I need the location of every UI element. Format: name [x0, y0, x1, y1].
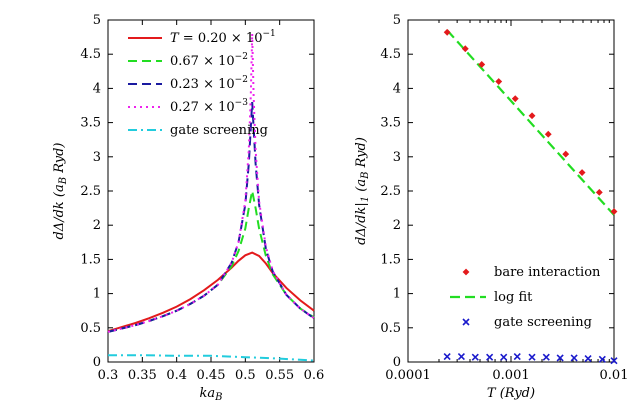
left-x-tick-label: 0.35 [128, 368, 157, 383]
right-point-gate-screening [500, 353, 508, 361]
right-point-gate-screening [457, 352, 465, 361]
right-x-tick-label: 0.0001 [385, 368, 431, 383]
right-point-bare-interaction [610, 208, 618, 215]
right-series-log-fit [446, 29, 615, 216]
right-point-bare-interaction [511, 95, 519, 103]
right-y-tick-label: 4.5 [380, 47, 401, 62]
right-point-gate-screening [584, 355, 592, 363]
left-series-t-0-20-10-1 [107, 251, 315, 333]
left-y-tick-label: 0.5 [80, 321, 101, 336]
left-y-tick-label: 3 [93, 150, 101, 165]
left-series-0-27-10-3 [107, 33, 315, 333]
left-y-tick-label: 4 [93, 81, 101, 96]
right-chart: 0.0001 0.001 0.01 0 0.5 1 1.5 2 2.5 3 3.5 4 4.5 5 bar… [354, 13, 628, 401]
right-point-gate-screening [570, 354, 578, 362]
left-x-tick-label: 0.45 [197, 368, 226, 383]
right-y-tick-label: 1.5 [380, 252, 401, 267]
left-series-0-67-10-2 [107, 190, 315, 333]
right-y-tick-label: 1 [393, 287, 401, 302]
left-y-tick-label: 0 [93, 355, 101, 370]
right-legend-label-bare-interaction: bare interaction [494, 265, 601, 280]
right-point-gate-screening [542, 353, 550, 361]
left-x-tick-label: 0.55 [265, 368, 294, 383]
right-point-gate-screening [556, 354, 564, 362]
right-point-bare-interaction [478, 61, 486, 68]
left-series-gate-screening [108, 354, 315, 362]
left-y-axis-label: dΔ/dk (aB Ryd) [52, 142, 69, 239]
right-point-bare-interaction [578, 169, 586, 176]
right-point-bare-interaction [461, 45, 469, 53]
left-x-tick-label: 0.4 [166, 368, 187, 383]
left-x-tick-label: 0.3 [98, 368, 119, 383]
right-point-bare-interaction [443, 28, 451, 36]
right-x-tick-label: 0.01 [600, 368, 629, 383]
right-point-bare-interaction [495, 78, 503, 85]
left-y-tick-label: 1.5 [80, 252, 101, 267]
right-legend-label-log-fit: log fit [494, 290, 533, 305]
left-legend-label-0-23-10-2: 0.23 × 10−2 [170, 75, 248, 92]
left-legend-label-t-0-20-10-1: T = 0.20 × 10−1 [170, 29, 276, 46]
left-chart: 0.3 0.35 0.4 0.45 0.5 0.55 0.6 0 0.5 1 1.5 2 2.5 3 3.5… [52, 13, 324, 403]
right-point-gate-screening [486, 353, 494, 361]
left-y-tick-label: 2.5 [80, 184, 101, 199]
right-point-bare-interaction [528, 112, 536, 120]
right-point-gate-screening [610, 357, 618, 365]
right-y-tick-label: 5 [393, 13, 401, 28]
right-point-gate-screening [443, 352, 451, 361]
right-point-bare-interaction [595, 188, 603, 196]
left-x-tick-label: 0.6 [304, 368, 325, 383]
left-y-tick-label: 3.5 [80, 116, 101, 131]
right-y-tick-label: 0.5 [380, 321, 401, 336]
right-legend-swatch-gate-screening [462, 318, 470, 326]
left-x-tick-label: 0.5 [235, 368, 256, 383]
right-point-bare-interaction [544, 130, 552, 138]
right-point-bare-interaction [562, 150, 570, 158]
right-plot-frame [407, 19, 615, 363]
right-legend-label-gate-screening: gate screening [494, 315, 592, 330]
left-y-tick-label: 1 [93, 287, 101, 302]
right-y-axis-label: dΔ/dk|1 (aB Ryd) [354, 137, 371, 245]
right-y-tick-label: 3 [393, 150, 401, 165]
right-y-tick-label: 2 [393, 218, 401, 233]
left-x-axis-label: kaB [200, 386, 223, 403]
left-legend-label-0-27-10-3: 0.27 × 10−3 [170, 98, 248, 115]
right-point-gate-screening [598, 355, 606, 363]
right-y-tick-label: 2.5 [380, 184, 401, 199]
right-x-tick-label: 0.001 [492, 368, 529, 383]
left-legend-label-0-67-10-2: 0.67 × 10−2 [170, 52, 248, 69]
right-y-tick-label: 3.5 [380, 116, 401, 131]
right-x-axis-label: T (Ryd) [487, 386, 535, 401]
right-y-tick-label: 4 [393, 81, 401, 96]
right-point-gate-screening [471, 353, 479, 361]
left-y-tick-label: 4.5 [80, 47, 101, 62]
left-legend-label-gate-screening: gate screening [170, 123, 268, 138]
left-plot-frame [107, 19, 315, 363]
left-y-tick-label: 5 [93, 13, 101, 28]
right-legend-swatch-bare-interaction [462, 268, 470, 276]
right-point-gate-screening [513, 352, 521, 361]
right-point-gate-screening [528, 353, 536, 361]
left-y-tick-label: 2 [93, 218, 101, 233]
right-y-tick-label: 0 [393, 355, 401, 370]
